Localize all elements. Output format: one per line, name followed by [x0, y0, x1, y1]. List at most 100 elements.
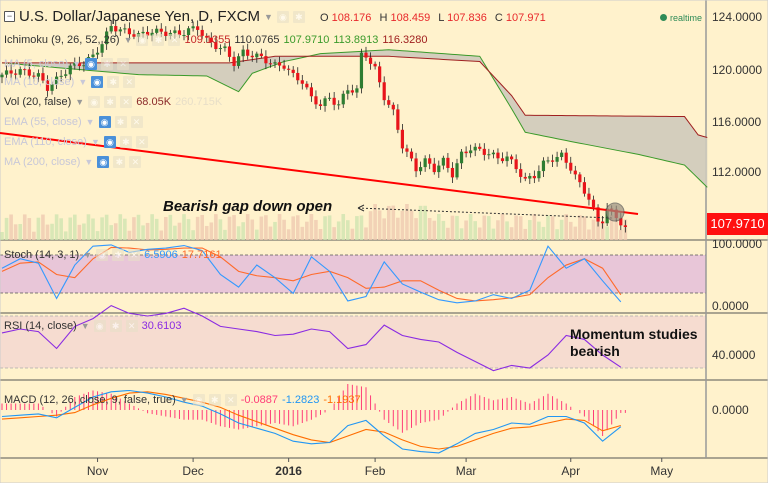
gear-icon[interactable]: ✱: [152, 34, 165, 46]
gear-icon[interactable]: ✱: [112, 249, 125, 261]
candle-body: [623, 225, 627, 227]
gear-icon[interactable]: ✱: [107, 76, 120, 88]
close-icon[interactable]: ✕: [168, 34, 181, 46]
eye-icon[interactable]: ◉: [93, 320, 106, 332]
close-icon[interactable]: ✕: [129, 156, 142, 168]
legend-macd[interactable]: MACD (12, 26, close, 9, false, true) ▼ ◉ ✱ ✕…: [4, 394, 361, 406]
legend-volume[interactable]: Vol (20, false) ▼ ◉ ✱ ✕ 68.05K 260.715K: [4, 96, 223, 108]
legend-rsi[interactable]: RSI (14, close) ▼ ◉ ✱ ✕ 30.6103: [4, 320, 182, 332]
legend-ema110[interactable]: EMA (110, close) ▼ ◉ ✱ ✕: [4, 136, 148, 148]
volume-bar: [377, 210, 382, 240]
candle-body: [300, 80, 304, 84]
candle-body: [18, 69, 22, 75]
eye-icon[interactable]: ◉: [91, 76, 104, 88]
candle-body: [428, 158, 432, 164]
volume-bar: [259, 216, 264, 240]
candle-body: [36, 73, 40, 77]
gear-icon[interactable]: ✱: [104, 96, 117, 108]
candle-body: [0, 74, 4, 78]
volume-bar: [77, 224, 82, 240]
volume-bar: [113, 223, 118, 240]
gear-icon[interactable]: ✱: [119, 136, 132, 148]
volume-bar: [496, 220, 500, 240]
close-icon[interactable]: ✕: [135, 136, 148, 148]
candle-body: [282, 65, 286, 69]
candle-body: [232, 56, 236, 66]
volume-bar: [255, 229, 259, 240]
volume-bar: [373, 204, 377, 240]
close-icon[interactable]: ✕: [123, 76, 136, 88]
legend-stoch[interactable]: Stoch (14, 3, 1) ▼ ◉ ✱ ✕ 6.5906 17.7161: [4, 249, 222, 261]
volume-bar: [268, 226, 273, 240]
volume-bar: [364, 227, 368, 240]
volume-bar: [150, 214, 154, 240]
eye-icon[interactable]: ◉: [96, 249, 109, 261]
close-icon[interactable]: ✕: [224, 394, 237, 406]
volume-bar: [568, 221, 573, 240]
close-icon[interactable]: ✕: [125, 320, 138, 332]
close-icon[interactable]: ✕: [128, 249, 141, 261]
candle-body: [510, 156, 514, 160]
volume-bar: [468, 214, 473, 240]
legend-ma200[interactable]: MA (200, close) ▼ ◉ ✱ ✕: [4, 156, 142, 168]
candle-body: [164, 31, 168, 36]
stoch-tick: 100.0000: [712, 237, 763, 251]
candle-body: [218, 48, 222, 50]
candle-body: [587, 193, 591, 200]
candle-body: [100, 44, 104, 53]
candle-body: [469, 150, 473, 154]
volume-bar: [132, 217, 136, 240]
candle-body: [387, 100, 391, 105]
macd-signal-line: [1, 391, 621, 450]
close-icon[interactable]: ✕: [117, 58, 130, 70]
eye-icon[interactable]: ◉: [97, 156, 110, 168]
volume-bar: [159, 230, 164, 240]
legend-ma5[interactable]: MA (5, close) ▼ ◉ ✱ ✕: [4, 58, 130, 70]
gear-icon[interactable]: ✱: [101, 58, 114, 70]
close-icon[interactable]: ✕: [130, 116, 143, 128]
candle-body: [514, 159, 518, 170]
legend-ichimoku[interactable]: Ichimoku (9, 26, 52, 26) ▼ ◉ ✱ ✕ 109.1355 1…: [4, 34, 428, 46]
volume-bar: [423, 205, 427, 240]
gear-icon[interactable]: ✱: [208, 394, 221, 406]
candle-body: [523, 176, 527, 179]
eye-icon[interactable]: ◉: [136, 34, 149, 46]
eye-icon[interactable]: ◉: [98, 116, 111, 128]
eye-icon[interactable]: ◉: [88, 96, 101, 108]
volume-bar: [54, 214, 59, 240]
volume-bar: [264, 215, 268, 240]
volume-bar: [277, 214, 282, 240]
volume-bar: [309, 214, 314, 240]
candle-body: [191, 26, 195, 29]
price-tick: 112.0000: [712, 165, 762, 179]
eye-icon[interactable]: ◉: [85, 58, 98, 70]
legend-ema55[interactable]: EMA (55, close) ▼ ◉ ✱ ✕: [4, 116, 143, 128]
close-icon[interactable]: ✕: [120, 96, 133, 108]
gear-icon[interactable]: ✱: [109, 320, 122, 332]
volume-bar: [109, 225, 113, 240]
candle-body: [182, 35, 186, 37]
volume-bar: [491, 228, 496, 240]
volume-bar: [218, 219, 223, 240]
candle-body: [250, 55, 254, 58]
gear-icon[interactable]: ✱: [292, 10, 305, 23]
eye-icon[interactable]: ◉: [192, 394, 205, 406]
collapse-icon[interactable]: −: [4, 11, 15, 22]
chevron-down-icon[interactable]: ▼: [263, 11, 273, 22]
volume-bar: [505, 221, 509, 240]
eye-icon[interactable]: ◉: [276, 10, 289, 23]
time-axis-label: Feb: [364, 464, 386, 478]
candle-body: [391, 104, 395, 110]
gear-icon[interactable]: ✱: [114, 116, 127, 128]
candle-body: [378, 66, 382, 83]
candle-body: [237, 56, 241, 66]
eye-icon[interactable]: ◉: [103, 136, 116, 148]
ohlc-readout: O 108.176 H 108.459 L 107.836 C 107.971: [320, 12, 546, 24]
candle-body: [91, 54, 95, 58]
candle-body: [409, 151, 414, 159]
gear-icon[interactable]: ✱: [113, 156, 126, 168]
legend-ma10[interactable]: MA (10, close) ▼ ◉ ✱ ✕: [4, 76, 136, 88]
candle-body: [364, 52, 368, 58]
volume-bar: [441, 220, 446, 240]
